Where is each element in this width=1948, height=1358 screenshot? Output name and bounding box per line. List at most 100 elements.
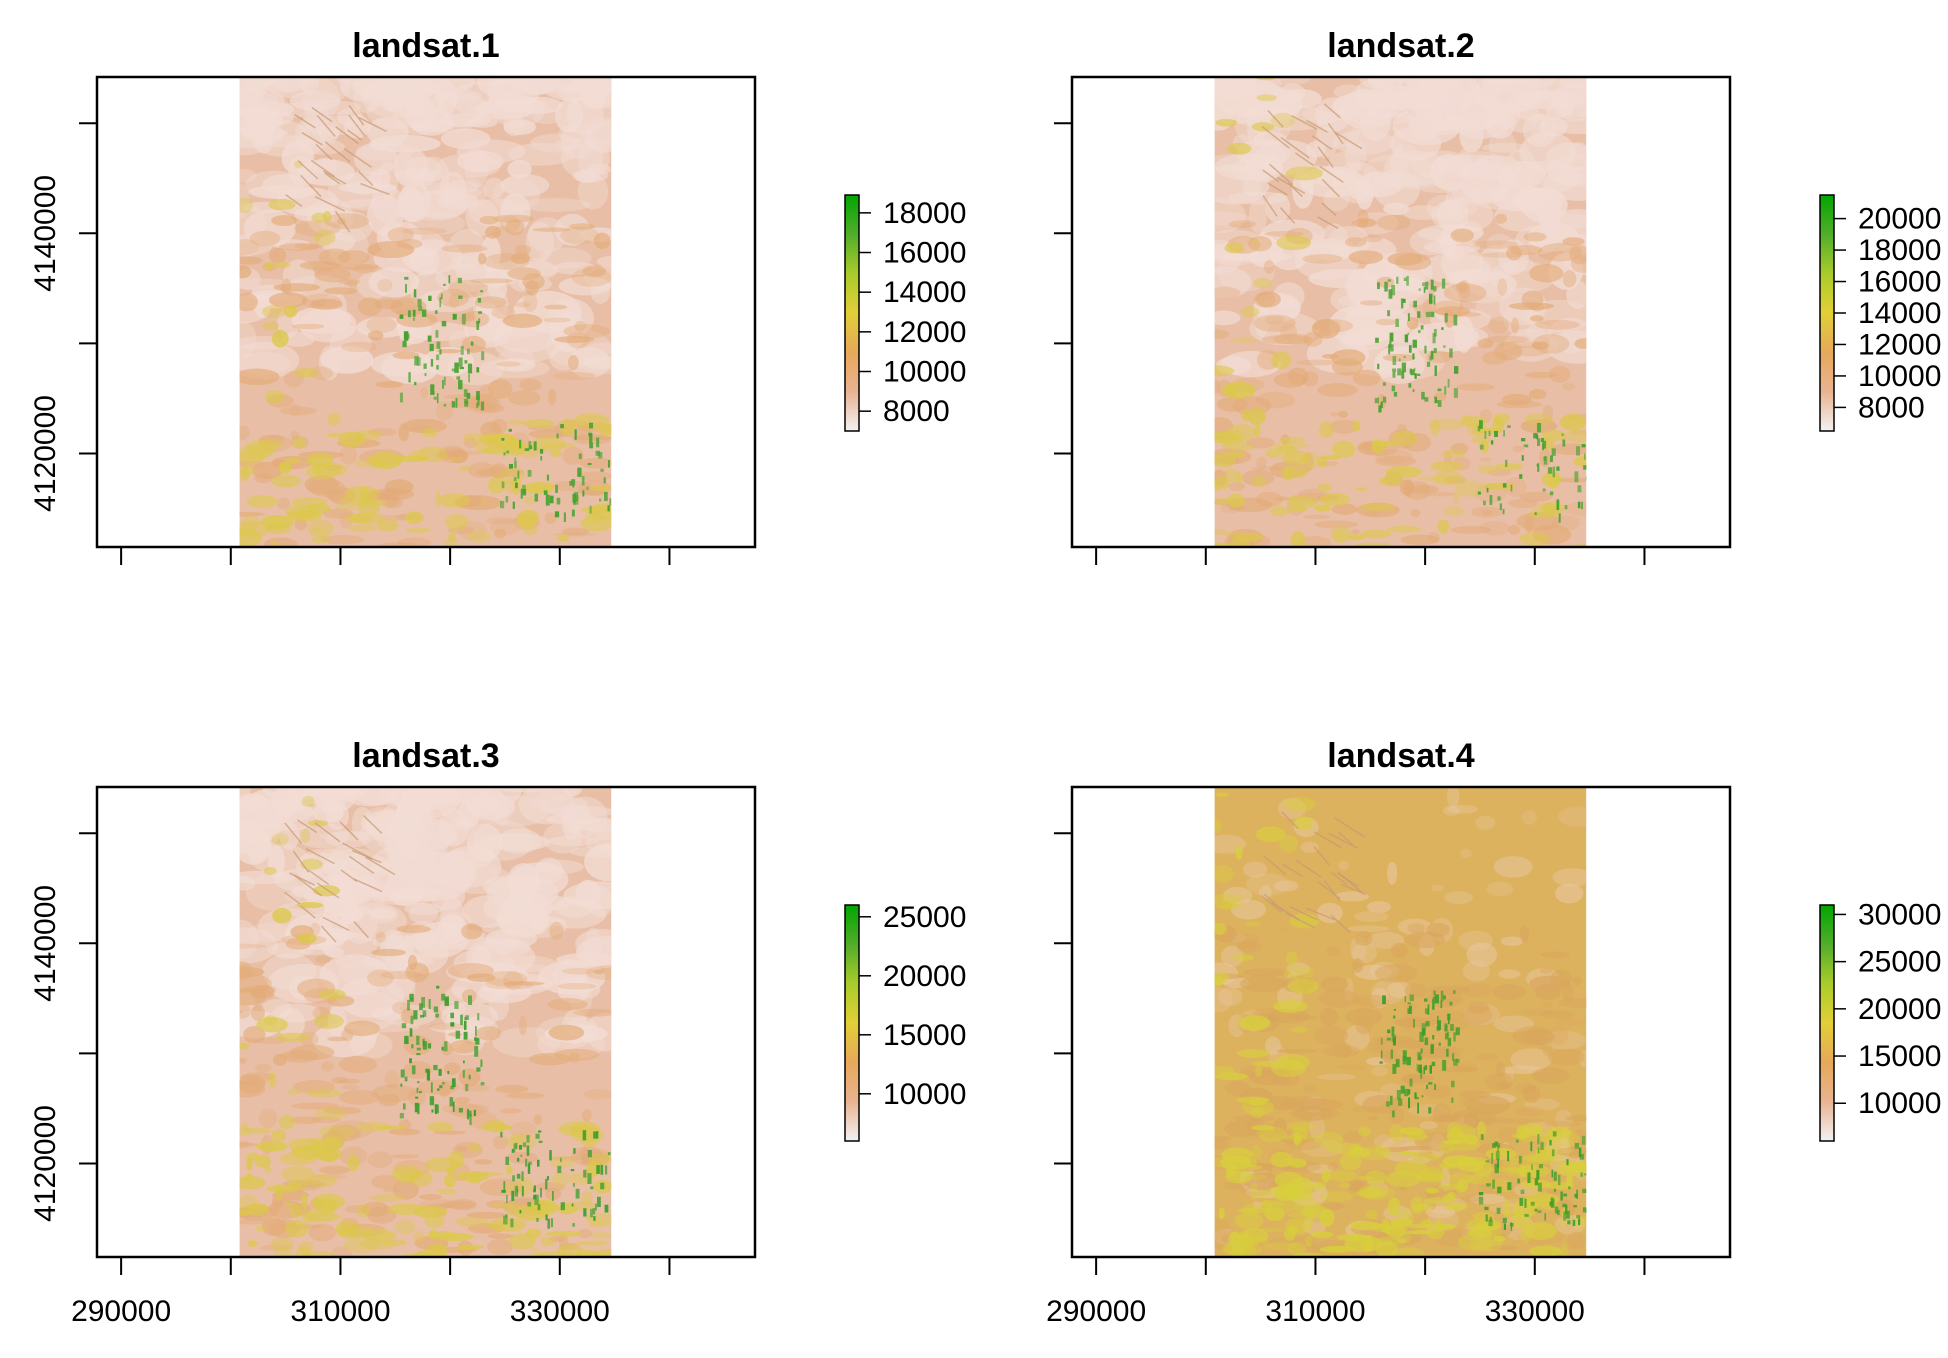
- raster-texture: [1564, 501, 1587, 517]
- raster-texture: [1325, 1142, 1363, 1155]
- raster-texture: [319, 1165, 350, 1175]
- raster-texture: [1323, 103, 1341, 119]
- raster-texture: [607, 1152, 611, 1156]
- raster-texture: [382, 1188, 403, 1193]
- raster-texture: [293, 220, 341, 237]
- raster-texture: [428, 1023, 468, 1030]
- raster-texture: [258, 438, 284, 449]
- raster-texture: [413, 289, 417, 298]
- raster-texture: [1530, 1201, 1535, 1206]
- raster-texture: [1380, 1050, 1383, 1059]
- raster-texture: [506, 1151, 538, 1164]
- raster-texture: [1263, 1242, 1298, 1250]
- raster-texture: [1248, 1101, 1267, 1106]
- raster-texture: [1543, 456, 1547, 461]
- raster-texture: [1272, 442, 1309, 449]
- raster-texture: [1531, 1164, 1533, 1170]
- raster-texture: [576, 1240, 609, 1246]
- raster-texture: [546, 1176, 550, 1181]
- raster-texture: [528, 1161, 532, 1165]
- raster-texture: [1214, 972, 1230, 984]
- raster-texture: [448, 294, 459, 309]
- raster-texture: [298, 77, 320, 95]
- legend-tick-label: 30000: [1858, 898, 1941, 931]
- raster-texture: [1374, 345, 1445, 380]
- raster-texture: [1585, 476, 1587, 480]
- raster-texture: [1537, 190, 1562, 232]
- raster-texture: [510, 1135, 524, 1144]
- raster-texture: [1261, 334, 1310, 345]
- raster-texture: [1230, 337, 1258, 343]
- raster-texture: [1551, 119, 1587, 135]
- raster-texture: [1423, 1197, 1449, 1205]
- raster-texture: [428, 1229, 438, 1240]
- raster-texture: [516, 77, 561, 95]
- raster-texture: [448, 1150, 465, 1169]
- raster-texture: [404, 902, 443, 915]
- raster-texture: [458, 379, 463, 390]
- raster-texture: [1397, 1151, 1421, 1156]
- raster-texture: [468, 1172, 504, 1177]
- raster-texture: [514, 457, 516, 460]
- raster-texture: [1303, 514, 1331, 520]
- raster-texture: [314, 267, 351, 283]
- raster-texture: [1269, 163, 1294, 186]
- raster-texture: [280, 1050, 319, 1063]
- raster-texture: [289, 872, 316, 886]
- raster-texture: [1227, 493, 1245, 508]
- raster-texture: [1302, 371, 1319, 387]
- raster-texture: [1436, 1026, 1440, 1032]
- raster-texture: [503, 981, 545, 986]
- raster-texture: [430, 384, 435, 395]
- raster-texture: [1412, 389, 1415, 393]
- raster-texture: [443, 376, 446, 386]
- raster-texture: [353, 143, 398, 176]
- raster-texture: [1400, 1074, 1435, 1083]
- raster-texture: [396, 312, 438, 328]
- raster-texture: [470, 341, 474, 346]
- raster-texture: [1561, 433, 1564, 436]
- raster-texture: [427, 335, 432, 342]
- raster-texture: [1321, 1169, 1331, 1183]
- raster-texture: [1422, 282, 1426, 287]
- raster-texture: [416, 1053, 421, 1056]
- raster-texture: [1278, 436, 1306, 444]
- raster-texture: [284, 891, 301, 905]
- raster-texture: [325, 830, 372, 848]
- raster-texture: [1234, 472, 1243, 485]
- raster-texture: [1523, 444, 1527, 447]
- legend-color-bar: [844, 904, 860, 1142]
- raster-texture: [1387, 252, 1423, 266]
- raster-texture: [1314, 504, 1332, 512]
- raster-texture: [1231, 1246, 1246, 1257]
- raster-texture: [399, 314, 404, 319]
- raster-texture: [1429, 1065, 1432, 1074]
- raster-texture: [1375, 1240, 1398, 1257]
- raster-texture: [1333, 84, 1365, 100]
- raster-texture: [1562, 1203, 1567, 1208]
- raster-texture: [547, 1218, 551, 1229]
- raster-texture: [309, 787, 369, 798]
- raster-texture: [1295, 859, 1322, 879]
- raster-texture: [563, 881, 612, 910]
- raster-texture: [1432, 1035, 1435, 1040]
- raster-texture: [589, 442, 593, 449]
- raster-texture: [545, 1214, 548, 1221]
- raster-texture: [1437, 388, 1442, 392]
- raster-texture: [1562, 270, 1577, 288]
- raster-texture: [1270, 112, 1295, 129]
- raster-texture: [1463, 1134, 1479, 1145]
- raster-texture: [407, 310, 411, 318]
- raster-texture: [314, 196, 346, 212]
- raster-texture: [458, 295, 463, 299]
- raster-texture: [1551, 1149, 1555, 1157]
- raster-texture: [368, 330, 384, 341]
- raster-texture: [327, 1036, 348, 1042]
- raster-texture: [1285, 166, 1323, 181]
- raster-texture: [1501, 393, 1532, 406]
- raster-texture: [1555, 1147, 1587, 1156]
- raster-texture: [1354, 910, 1389, 923]
- raster-texture: [1419, 1031, 1424, 1042]
- raster-texture: [315, 955, 331, 964]
- raster-texture: [1441, 1067, 1479, 1073]
